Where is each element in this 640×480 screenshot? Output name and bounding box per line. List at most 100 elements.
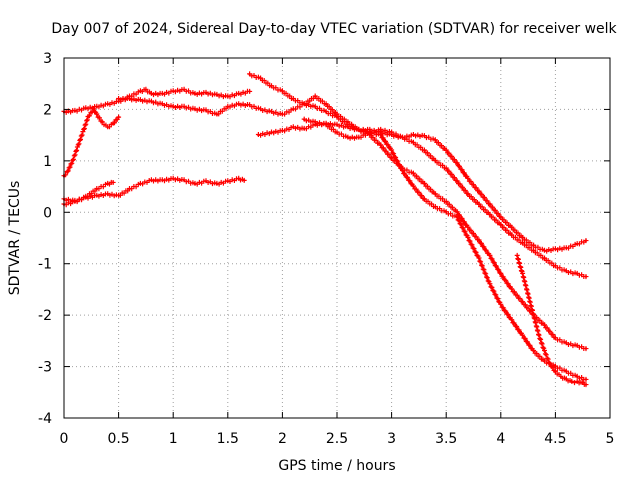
data-point (488, 203, 492, 206)
data-point (584, 378, 588, 381)
data-point (477, 203, 481, 206)
data-point (303, 127, 306, 131)
data-point (521, 241, 524, 245)
data-point (139, 182, 142, 186)
data-point (111, 122, 115, 126)
series-markers (61, 106, 122, 179)
series-markers (255, 120, 589, 280)
data-point (172, 105, 175, 109)
data-point (95, 105, 99, 109)
data-point (390, 149, 393, 152)
data-point (526, 293, 530, 296)
series-markers (61, 175, 247, 204)
data-point (303, 118, 306, 121)
y-tick-label: -3 (38, 360, 52, 376)
data-point (488, 213, 492, 217)
series-markers (247, 71, 589, 352)
data-point (368, 131, 371, 134)
y-tick-label: 2 (43, 102, 52, 118)
data-point (243, 179, 246, 182)
data-point (182, 179, 186, 182)
data-point (314, 95, 317, 98)
data-point (95, 113, 99, 116)
data-point (292, 108, 295, 111)
chart-title: Day 007 of 2024, Sidereal Day-to-day VTE… (51, 21, 617, 37)
series-markers (301, 116, 589, 254)
data-point (423, 149, 426, 152)
data-point (477, 239, 481, 242)
x-tick-label: 5 (606, 431, 615, 447)
series-track-g (255, 120, 589, 280)
data-point (144, 88, 148, 92)
data-point (576, 272, 579, 276)
x-axis-label: GPS time / hours (278, 458, 395, 474)
data-point (95, 194, 99, 197)
data-point (82, 128, 85, 132)
x-tick-label: 3 (387, 431, 396, 447)
data-point (128, 97, 131, 101)
data-point (259, 108, 262, 111)
data-point (559, 375, 563, 379)
data-point (161, 103, 164, 106)
data-point (455, 211, 459, 214)
data-point (324, 110, 328, 114)
data-point (106, 103, 109, 106)
data-point (73, 200, 77, 204)
data-point (161, 92, 164, 96)
data-point (477, 190, 481, 193)
data-point (314, 123, 317, 127)
data-point (281, 129, 284, 133)
series-track-i (514, 252, 589, 388)
data-point (521, 301, 524, 304)
data-point (117, 97, 120, 101)
data-point (554, 265, 557, 268)
data-point (357, 128, 360, 132)
data-point (324, 103, 328, 106)
data-point (499, 216, 502, 219)
data-point (226, 105, 229, 109)
data-point (423, 198, 426, 201)
data-point (346, 121, 350, 124)
y-axis-label: SDTVAR / TECUs (7, 181, 23, 296)
x-tick-label: 2.5 (326, 431, 348, 447)
data-point (379, 144, 382, 147)
data-point (445, 149, 448, 152)
series-track-b (61, 106, 122, 179)
y-tick-label: -2 (38, 308, 52, 324)
data-point (570, 380, 573, 384)
data-point (248, 73, 251, 76)
data-point (584, 383, 588, 386)
data-point (466, 226, 470, 229)
data-point (95, 187, 99, 191)
data-point (543, 249, 546, 253)
data-point (259, 77, 262, 80)
data-point (257, 133, 260, 137)
x-tick-label: 2 (278, 431, 287, 447)
data-point (581, 381, 584, 385)
data-point (150, 179, 153, 182)
data-point (314, 121, 317, 124)
series-track-h (301, 116, 589, 254)
data-point (193, 92, 197, 96)
series-track-a (61, 86, 253, 115)
x-tick-label: 0 (60, 431, 69, 447)
data-point (510, 319, 513, 322)
data-point (270, 131, 273, 134)
x-tick-label: 3.5 (435, 431, 457, 447)
data-point (150, 92, 153, 96)
data-point (193, 182, 197, 186)
data-point (554, 248, 557, 251)
data-point (193, 108, 197, 111)
data-point (576, 344, 579, 348)
data-point (270, 110, 273, 114)
data-point (455, 180, 459, 183)
data-point (401, 136, 404, 139)
data-point (226, 95, 229, 98)
series-track-f (247, 71, 589, 352)
data-point (357, 136, 360, 139)
data-point (215, 113, 219, 116)
data-point (543, 360, 546, 363)
x-tick-label: 0.5 (107, 431, 129, 447)
data-point (335, 123, 339, 127)
